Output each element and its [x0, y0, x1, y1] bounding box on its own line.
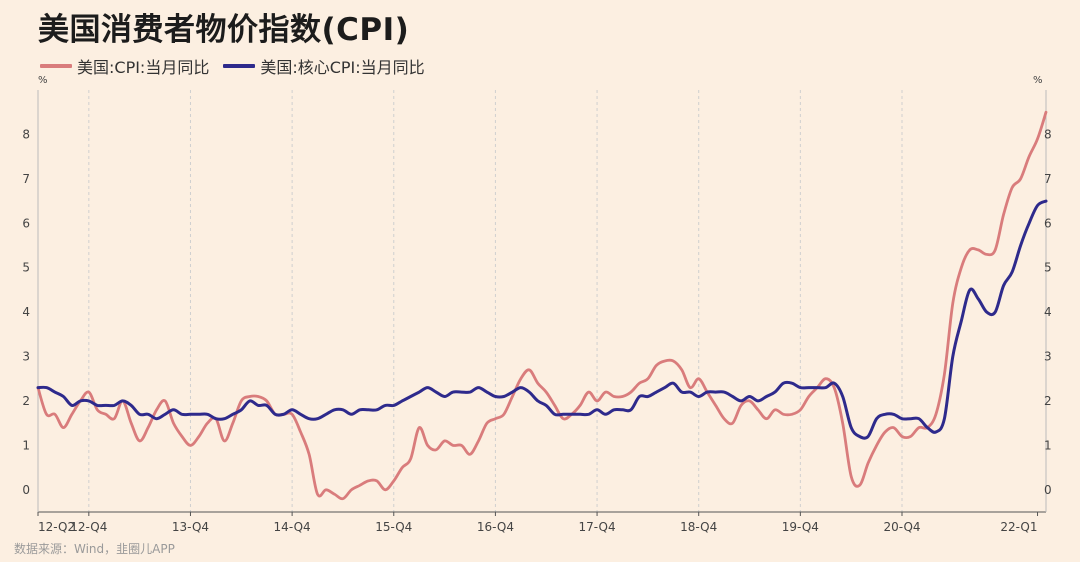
y-unit-left: %	[38, 75, 48, 86]
y-tick-label-left: 2	[22, 394, 30, 408]
series-lines	[36, 110, 1048, 501]
y-tick-labels: 0 0 1 1 2 2 3 3 4 4 5 5 6 6 7 7 8 8	[22, 127, 1051, 496]
y-tick-label-right: 5	[1044, 261, 1052, 275]
chart-title: 美国消费者物价指数(CPI)	[38, 12, 410, 48]
x-tick-label: 20-Q4	[883, 520, 920, 534]
y-unit-right: %	[1033, 75, 1043, 86]
legend-label-cpi: 美国:CPI:当月同比	[77, 58, 210, 77]
y-tick-label-right: 0	[1044, 483, 1052, 497]
legend-swatch-cpi	[40, 64, 72, 68]
y-tick-label-left: 5	[22, 261, 30, 275]
data-source-note: 数据来源：Wind，韭圈儿APP	[14, 542, 175, 556]
x-tick-label: 13-Q4	[172, 520, 209, 534]
y-tick-label-right: 2	[1044, 394, 1052, 408]
grid-lines	[88, 90, 903, 512]
x-tick-label: 14-Q4	[274, 520, 311, 534]
x-tick-label: 12-Q4	[70, 520, 107, 534]
y-tick-label-right: 1	[1044, 438, 1052, 452]
y-tick-label-right: 6	[1044, 216, 1052, 230]
x-tick-label: 16-Q4	[477, 520, 514, 534]
y-tick-label-left: 3	[22, 350, 30, 364]
y-tick-label-right: 8	[1044, 127, 1052, 141]
y-tick-label-left: 4	[22, 305, 30, 319]
x-tick-label: 12-Q2	[38, 520, 75, 534]
x-tick-label: 15-Q4	[375, 520, 412, 534]
series-line-cpi	[36, 110, 1048, 501]
x-tick-label: 18-Q4	[680, 520, 717, 534]
y-tick-label-right: 7	[1044, 172, 1052, 186]
y-tick-label-left: 6	[22, 216, 30, 230]
y-tick-label-left: 7	[22, 172, 30, 186]
y-tick-label-left: 0	[22, 483, 30, 497]
y-tick-label-left: 8	[22, 127, 30, 141]
legend-label-core-cpi: 美国:核心CPI:当月同比	[260, 58, 425, 77]
legend-swatch-core-cpi	[223, 64, 256, 68]
x-tick-label: 17-Q4	[578, 520, 615, 534]
y-tick-label-right: 4	[1044, 305, 1052, 319]
legend-item-core-cpi: 美国:核心CPI:当月同比	[223, 54, 425, 78]
x-tick-label: 22-Q1	[1000, 520, 1037, 534]
y-tick-label-left: 1	[22, 438, 30, 452]
y-tick-label-right: 3	[1044, 350, 1052, 364]
legend-item-cpi: 美国:CPI:当月同比	[40, 54, 209, 78]
series-line-core-cpi	[36, 199, 1048, 440]
chart-legend: 美国:CPI:当月同比 美国:核心CPI:当月同比	[40, 54, 439, 78]
x-tick-label: 19-Q4	[782, 520, 819, 534]
